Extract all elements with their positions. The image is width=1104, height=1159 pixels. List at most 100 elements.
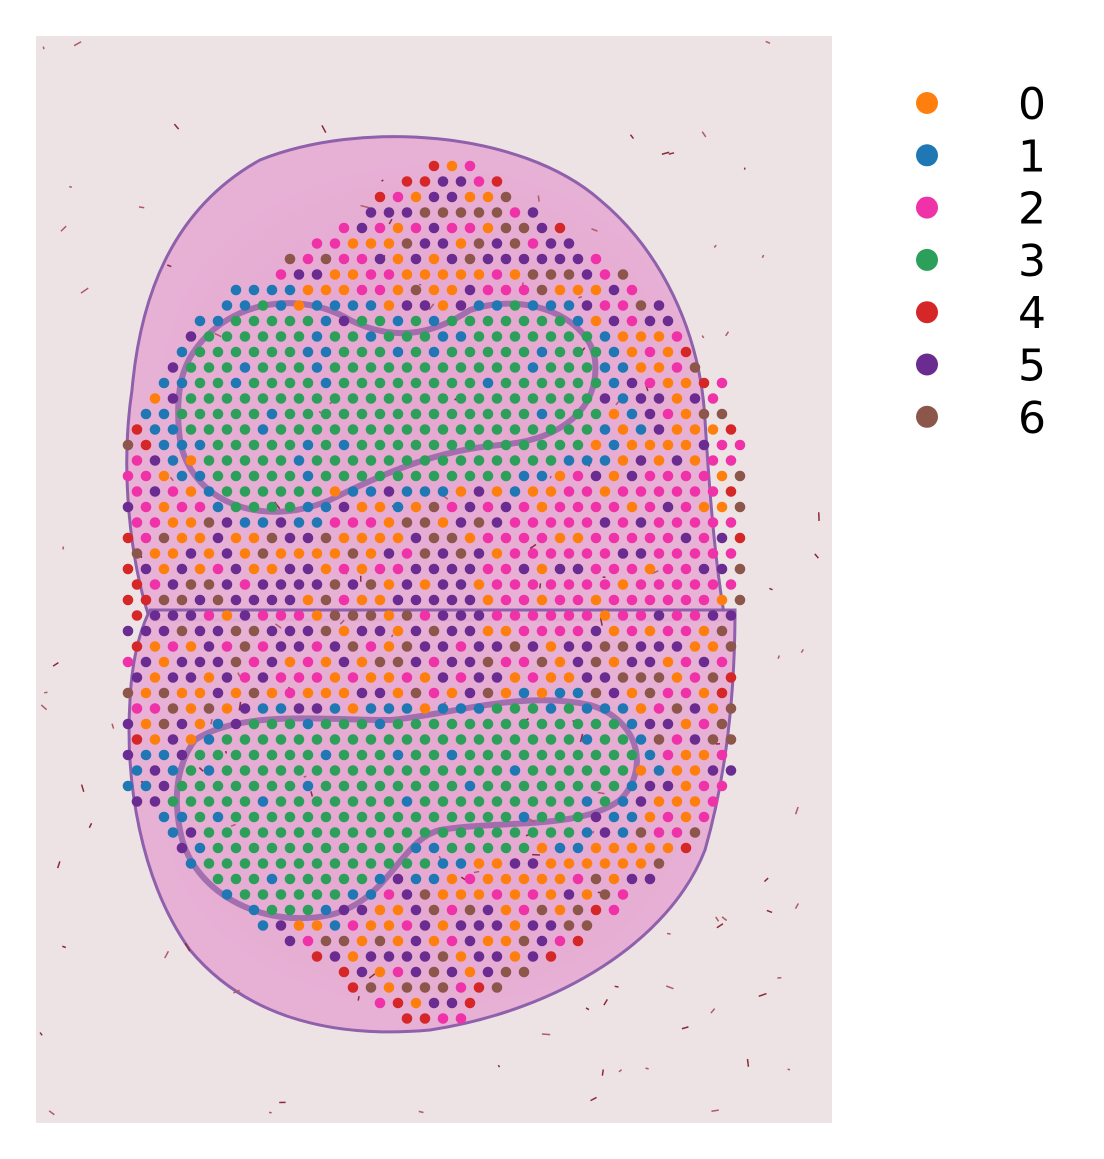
- spot-cluster-3: [293, 486, 305, 497]
- spot-cluster-6: [347, 641, 359, 652]
- spot-cluster-6: [473, 517, 485, 528]
- spot-cluster-0: [185, 486, 197, 497]
- spot-cluster-2: [221, 641, 233, 652]
- spot-cluster-3: [266, 439, 278, 451]
- spot-cluster-0: [365, 238, 377, 249]
- spot-cluster-3: [221, 486, 233, 497]
- spot-cluster-3: [320, 842, 332, 854]
- speck: [710, 1008, 716, 1014]
- spot-cluster-6: [491, 982, 503, 993]
- spot-cluster-6: [635, 672, 647, 683]
- spot-cluster-3: [455, 796, 467, 807]
- spot-cluster-5: [518, 253, 530, 265]
- speck: [716, 923, 724, 929]
- spot-cluster-3: [410, 749, 422, 761]
- spot-cluster-3: [284, 873, 296, 885]
- spot-cluster-5: [671, 455, 683, 466]
- spot-cluster-4: [491, 176, 503, 187]
- spot-cluster-5: [464, 656, 476, 668]
- spot-cluster-2: [518, 594, 530, 606]
- spot-cluster-0: [689, 796, 701, 807]
- spot-cluster-2: [617, 889, 629, 900]
- spot-cluster-3: [500, 749, 512, 761]
- spot-cluster-3: [527, 703, 539, 714]
- spot-cluster-5: [635, 641, 647, 652]
- spot-cluster-5: [176, 842, 188, 854]
- spot-cluster-2: [554, 625, 566, 637]
- spot-cluster-3: [608, 718, 620, 730]
- spot-cluster-2: [581, 610, 593, 621]
- spot-cluster-0: [482, 873, 494, 885]
- spot-cluster-0: [680, 377, 692, 389]
- spot-cluster-2: [374, 997, 386, 1009]
- speck: [763, 877, 769, 883]
- spot-cluster-3: [392, 718, 404, 730]
- spot-cluster-3: [311, 734, 323, 745]
- spot-cluster-5: [464, 935, 476, 947]
- spot-cluster-0: [599, 486, 611, 497]
- spot-cluster-0: [185, 703, 197, 714]
- spot-cluster-3: [356, 439, 368, 451]
- spot-cluster-0: [176, 687, 188, 699]
- spot-cluster-3: [212, 873, 224, 885]
- spot-cluster-2: [491, 579, 503, 590]
- spot-cluster-1: [410, 842, 422, 854]
- spot-cluster-5: [383, 486, 395, 497]
- speck: [711, 1109, 719, 1112]
- spot-cluster-0: [545, 486, 557, 497]
- spot-cluster-3: [563, 393, 575, 404]
- spot-cluster-0: [329, 269, 341, 280]
- spot-cluster-3: [302, 749, 314, 761]
- spot-cluster-5: [275, 517, 287, 528]
- spot-cluster-3: [365, 362, 377, 373]
- spot-cluster-3: [617, 734, 629, 745]
- spot-cluster-3: [437, 455, 449, 466]
- spot-cluster-5: [662, 780, 674, 792]
- spot-cluster-3: [473, 827, 485, 838]
- spot-cluster-5: [419, 238, 431, 249]
- spot-cluster-3: [338, 408, 350, 420]
- spot-cluster-2: [446, 501, 458, 513]
- spot-cluster-2: [680, 687, 692, 699]
- spot-cluster-2: [671, 610, 683, 621]
- spot-cluster-2: [590, 501, 602, 513]
- spot-cluster-5: [410, 594, 422, 606]
- spot-cluster-0: [221, 610, 233, 621]
- spot-cluster-0: [203, 548, 215, 559]
- spot-cluster-3: [509, 703, 521, 714]
- spot-cluster-1: [320, 904, 332, 916]
- spot-cluster-3: [419, 796, 431, 807]
- spot-cluster-2: [707, 393, 719, 404]
- spot-cluster-5: [446, 563, 458, 575]
- spot-cluster-1: [626, 408, 638, 420]
- spot-cluster-5: [356, 966, 368, 978]
- spot-cluster-1: [311, 362, 323, 373]
- legend-label-0: 0: [1018, 79, 1046, 130]
- spot-cluster-3: [320, 873, 332, 885]
- spot-cluster-0: [671, 765, 683, 776]
- spot-cluster-5: [176, 749, 188, 761]
- spot-cluster-3: [212, 470, 224, 482]
- spot-cluster-5: [293, 703, 305, 714]
- spot-cluster-5: [725, 765, 737, 776]
- spot-cluster-0: [680, 439, 692, 451]
- speck: [601, 1069, 605, 1076]
- spot-cluster-3: [347, 455, 359, 466]
- spot-cluster-3: [194, 780, 206, 792]
- spot-cluster-3: [536, 439, 548, 451]
- spot-cluster-0: [626, 439, 638, 451]
- spot-cluster-3: [248, 408, 260, 420]
- spot-cluster-3: [329, 424, 341, 435]
- spot-cluster-3: [599, 765, 611, 776]
- spot-cluster-0: [140, 718, 152, 730]
- spot-cluster-1: [572, 842, 584, 854]
- spot-cluster-0: [608, 842, 620, 854]
- spot-cluster-1: [563, 455, 575, 466]
- spot-cluster-3: [536, 749, 548, 761]
- spot-cluster-3: [302, 842, 314, 854]
- spot-cluster-0: [419, 703, 431, 714]
- spot-cluster-2: [284, 687, 296, 699]
- spot-cluster-1: [311, 331, 323, 342]
- spot-cluster-2: [527, 238, 539, 249]
- spot-cluster-0: [302, 594, 314, 606]
